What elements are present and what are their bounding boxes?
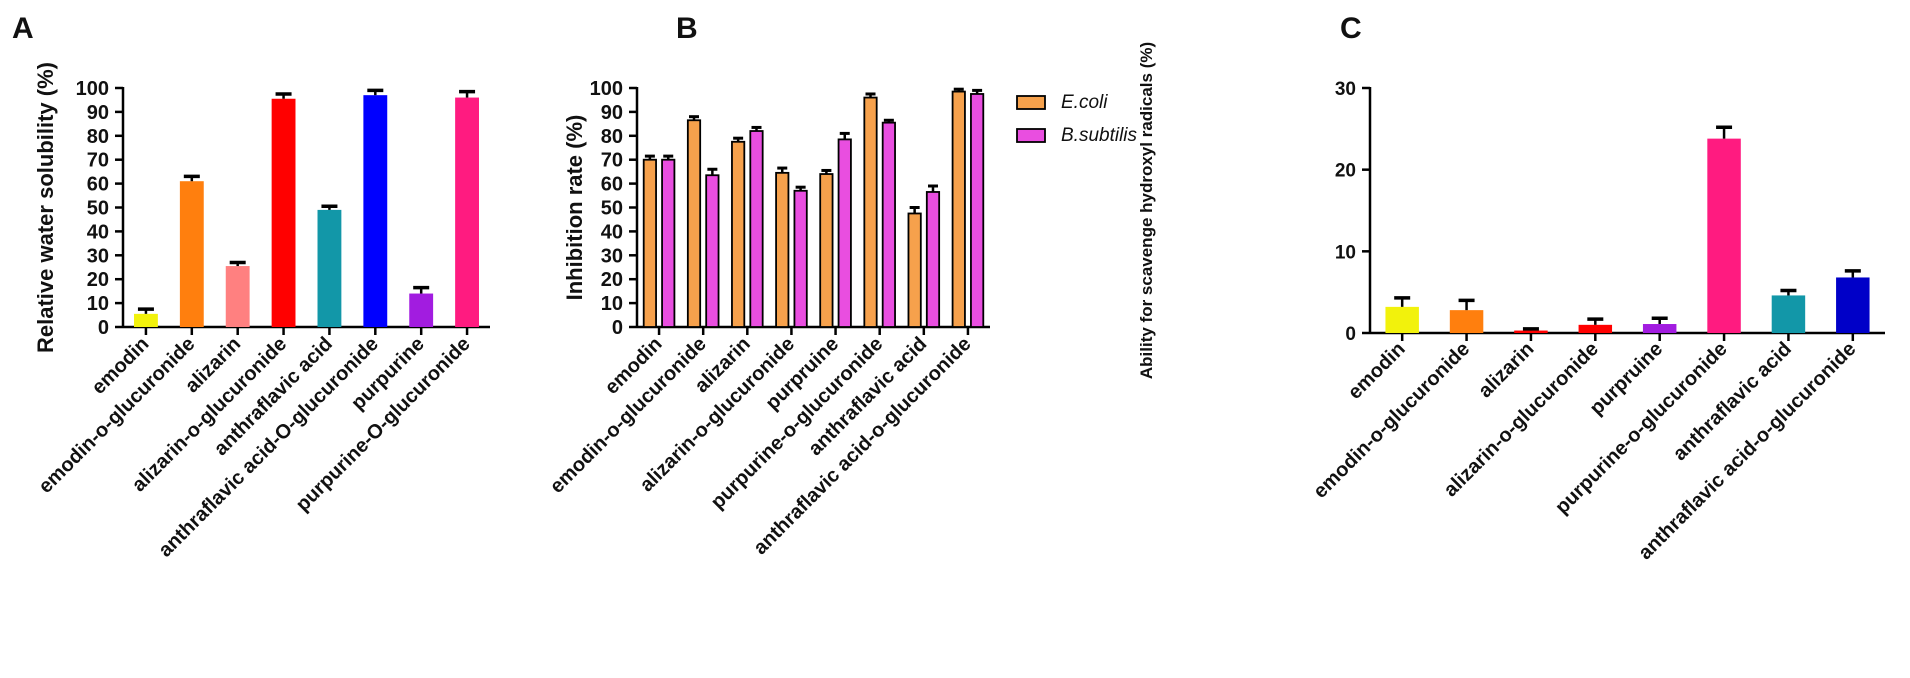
y-axis-label: Ability for scavenge hydroxyl radicals (… <box>1137 42 1156 379</box>
legend-label-bsubtilis: B.subtilis <box>1061 125 1138 146</box>
bar-bsubtilis-5 <box>881 121 896 328</box>
y-tick-label: 0 <box>1345 324 1356 345</box>
y-tick-label: 10 <box>601 293 623 315</box>
y-tick-label: 20 <box>1335 161 1356 182</box>
bar-2 <box>1514 330 1548 333</box>
y-tick-label: 100 <box>590 78 623 100</box>
y-tick-label: 10 <box>87 293 109 315</box>
bar-0 <box>134 313 158 327</box>
bar-bsubtilis-2 <box>749 130 764 328</box>
y-tick-label: 90 <box>601 102 623 124</box>
y-tick-label: 70 <box>87 150 109 172</box>
category-label: emodin <box>1344 338 1410 404</box>
bar-2 <box>225 266 250 327</box>
y-tick-label: 50 <box>87 198 109 220</box>
bar-6 <box>409 293 434 327</box>
y-tick-label: 70 <box>601 150 623 172</box>
category-label: anthraflavic acid <box>1669 338 1796 465</box>
bar-1 <box>179 181 204 327</box>
y-tick-label: 0 <box>612 317 623 339</box>
panel-letter-c: C <box>1340 12 1362 45</box>
bar-ecoli-5 <box>863 96 878 328</box>
bar-bsubtilis-6 <box>925 191 941 328</box>
panel-letter-a: A <box>12 12 34 45</box>
bar-7 <box>455 97 479 327</box>
bar-3 <box>271 98 296 327</box>
y-tick-label: 100 <box>76 78 109 100</box>
bar-7 <box>1836 277 1870 333</box>
bar-ecoli-0 <box>642 158 657 328</box>
y-tick-label: 60 <box>87 174 109 196</box>
bar-6 <box>1771 295 1806 333</box>
y-tick-label: 30 <box>601 245 623 267</box>
y-tick-label: 10 <box>1335 242 1356 263</box>
y-tick-label: 20 <box>601 269 623 291</box>
y-tick-label: 40 <box>601 221 623 243</box>
bar-0 <box>1385 306 1419 333</box>
bar-ecoli-1 <box>686 119 702 328</box>
legend-label-ecoli: E.coli <box>1061 92 1108 113</box>
bar-1 <box>1449 310 1484 333</box>
y-tick-label: 50 <box>601 198 623 220</box>
bar-bsubtilis-1 <box>705 174 720 328</box>
y-tick-label: 30 <box>1335 79 1356 100</box>
y-axis-label: Relative water solubility (%) <box>33 62 58 353</box>
bar-bsubtilis-4 <box>837 138 852 328</box>
y-tick-label: 80 <box>87 126 109 148</box>
bar-bsubtilis-7 <box>970 93 985 328</box>
y-tick-label: 30 <box>87 245 109 267</box>
bar-5 <box>1707 138 1741 333</box>
bar-ecoli-7 <box>951 90 966 328</box>
bar-3 <box>1578 324 1613 333</box>
bar-5 <box>363 95 388 327</box>
category-label: alizarin <box>1474 338 1538 402</box>
y-tick-label: 90 <box>87 102 109 124</box>
y-tick-label: 60 <box>601 174 623 196</box>
y-axis-label: Inhibition rate (%) <box>562 115 587 301</box>
bar-bsubtilis-0 <box>661 158 676 328</box>
bar-ecoli-6 <box>907 212 922 328</box>
y-tick-label: 80 <box>601 126 623 148</box>
bar-4 <box>317 209 342 327</box>
y-tick-label: 20 <box>87 269 109 291</box>
legend-swatch-ecoli <box>1016 95 1046 110</box>
chart-panel-c: 0 10 20 30 Ability for scavenge hydroxyl rad… <box>1137 42 1885 564</box>
bar-bsubtilis-3 <box>793 189 808 328</box>
bar-ecoli-4 <box>819 173 834 328</box>
bar-ecoli-2 <box>731 140 746 328</box>
y-tick-label: 0 <box>98 317 109 339</box>
panel-letter-b: B <box>676 12 698 45</box>
bar-ecoli-3 <box>775 171 790 328</box>
legend-swatch-bsubtilis <box>1016 128 1046 143</box>
y-tick-label: 40 <box>87 221 109 243</box>
bar-4 <box>1642 324 1677 333</box>
